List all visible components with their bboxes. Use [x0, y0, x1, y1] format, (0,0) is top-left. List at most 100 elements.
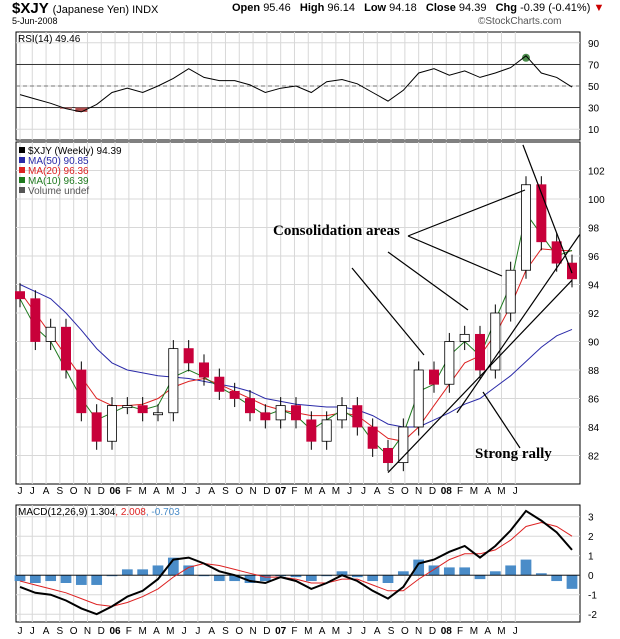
candle-body-18 — [290, 405, 301, 421]
x-tick-0-9: M — [138, 486, 146, 497]
x-tick-0-19: 07 — [275, 486, 287, 497]
x-tick-1-29: N — [415, 626, 422, 637]
x-tick-1-27: S — [388, 626, 395, 637]
x-tick-0-14: A — [208, 486, 215, 497]
candle-body-20 — [321, 419, 332, 442]
x-tick-0-5: N — [84, 486, 91, 497]
macd-histogram-bar-29 — [459, 567, 471, 576]
candle-body-34 — [536, 184, 547, 243]
x-tick-1-34: A — [484, 626, 491, 637]
candle-body-9 — [152, 412, 163, 416]
candle-body-35 — [551, 241, 562, 264]
x-tick-1-0: J — [18, 626, 23, 637]
x-tick-0-16: O — [235, 486, 243, 497]
x-tick-0-28: O — [401, 486, 409, 497]
x-tick-1-30: D — [429, 626, 436, 637]
source-logo: ©StockCharts.com — [478, 16, 562, 27]
candle-body-16 — [260, 412, 271, 421]
candle-body-30 — [474, 333, 485, 371]
annotation-rally-label: Strong rally — [475, 446, 552, 462]
x-tick-0-30: D — [429, 486, 436, 497]
macd-histogram-bar-9 — [152, 565, 164, 576]
price-ytick-0: 82 — [588, 452, 600, 463]
candle-body-14 — [229, 390, 240, 399]
price-legend-swatch-3 — [19, 177, 25, 183]
x-tick-1-33: M — [470, 626, 478, 637]
x-tick-1-11: M — [166, 626, 174, 637]
macd-histogram-bar-4 — [75, 575, 87, 585]
macd-histogram-bar-32 — [505, 565, 517, 576]
x-tick-0-1: J — [30, 486, 35, 497]
macd-legend-value-1: , 2.008 — [115, 507, 146, 518]
candle-body-29 — [459, 333, 470, 342]
candle-body-3 — [61, 326, 72, 371]
x-tick-0-25: J — [361, 486, 366, 497]
candle-body-8 — [137, 405, 148, 414]
x-tick-0-21: M — [304, 486, 312, 497]
x-tick-0-29: N — [415, 486, 422, 497]
price-ytick-1: 84 — [588, 423, 600, 434]
macd-histogram-bar-19 — [305, 575, 317, 582]
x-tick-0-4: O — [70, 486, 78, 497]
candle-body-33 — [521, 184, 532, 271]
macd-ytick-4: 2 — [588, 532, 594, 543]
price-legend-swatch-1 — [19, 157, 25, 163]
x-tick-1-28: O — [401, 626, 409, 637]
macd-histogram-bar-35 — [551, 575, 563, 582]
candle-body-28 — [444, 341, 455, 385]
x-tick-0-26: A — [374, 486, 381, 497]
candle-body-31 — [490, 312, 501, 371]
macd-histogram-bar-3 — [60, 575, 72, 583]
x-tick-1-22: A — [319, 626, 326, 637]
price-legend-swatch-2 — [19, 167, 25, 173]
x-tick-0-22: A — [319, 486, 326, 497]
rsi-ytick-4: 90 — [588, 39, 600, 50]
candle-body-2 — [45, 326, 56, 342]
macd-ytick-5: 3 — [588, 513, 594, 524]
annotations: Consolidation areas Strong rally — [273, 144, 581, 474]
macd-histogram-bar-33 — [520, 559, 532, 576]
macd-ytick-1: -1 — [588, 591, 597, 602]
macd-ytick-3: 1 — [588, 552, 594, 563]
macd-histogram-bar-18 — [290, 575, 302, 578]
macd-histogram-bar-28 — [443, 567, 455, 576]
rsi-line — [19, 55, 573, 113]
macd-histogram-bar-11 — [183, 565, 195, 576]
symbol-description: (Japanese Yen) INDX — [52, 4, 159, 16]
candle-body-19 — [306, 419, 317, 442]
candle-body-25 — [398, 426, 409, 464]
x-tick-0-3: S — [57, 486, 64, 497]
x-tick-1-3: S — [57, 626, 64, 637]
price-legend-0: $XJY (Weekly) 94.39 — [28, 146, 122, 157]
rsi-oversold-fill-3 — [60, 107, 72, 109]
candle-body-0 — [14, 291, 25, 300]
candle-body-15 — [244, 398, 255, 414]
rally-pointer — [482, 391, 521, 449]
x-tick-1-16: O — [235, 626, 243, 637]
high-value: 96.14 — [327, 2, 355, 14]
price-legend-1: MA(50) 90.85 — [28, 156, 89, 167]
candle-body-17 — [275, 405, 286, 421]
macd-histogram-bar-2 — [45, 575, 57, 582]
x-tick-1-35: M — [497, 626, 505, 637]
price-legend-4: Volume undef — [28, 186, 89, 197]
open-value: 95.46 — [263, 2, 291, 14]
price-panel: 82 84 86 88 90 92 94 96 98 100 102 $XJY (Weekly) 94… — [14, 141, 605, 485]
macd-histogram-bar-20 — [321, 575, 333, 577]
macd-ytick-2: 0 — [588, 571, 594, 582]
x-tick-0-32: F — [457, 486, 463, 497]
candle-body-23 — [367, 426, 378, 449]
price-legend-swatch-4 — [19, 187, 25, 193]
x-tick-0-31: 08 — [441, 486, 453, 497]
x-tick-1-18: D — [263, 626, 270, 637]
x-tick-0-17: N — [249, 486, 256, 497]
consolidation-pointer-4 — [351, 267, 425, 356]
low-value: 94.18 — [389, 2, 417, 14]
macd-frame — [15, 504, 581, 623]
x-tick-1-8: F — [126, 626, 132, 637]
x-tick-0-20: F — [291, 486, 297, 497]
change-value: -0.39 (-0.41%) — [520, 2, 591, 14]
x-tick-0-2: A — [43, 486, 50, 497]
macd-histogram-bar-15 — [244, 575, 256, 583]
macd-histogram-bar-14 — [229, 575, 241, 582]
